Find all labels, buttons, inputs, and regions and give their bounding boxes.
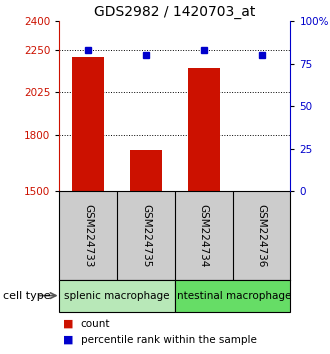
Title: GDS2982 / 1420703_at: GDS2982 / 1420703_at [94, 5, 256, 19]
Text: splenic macrophage: splenic macrophage [64, 291, 170, 301]
Text: GSM224733: GSM224733 [83, 204, 93, 267]
Bar [72, 57, 104, 191]
Text: GSM224736: GSM224736 [256, 204, 267, 267]
Bar [175, 280, 290, 312]
Text: intestinal macrophage: intestinal macrophage [174, 291, 291, 301]
Bar [130, 150, 162, 191]
Bar [188, 68, 220, 191]
Text: ■: ■ [63, 319, 73, 329]
Bar [59, 280, 175, 312]
Text: percentile rank within the sample: percentile rank within the sample [81, 335, 257, 345]
Text: ■: ■ [63, 335, 73, 345]
Text: cell type: cell type [3, 291, 51, 301]
Text: count: count [81, 319, 110, 329]
Text: GSM224734: GSM224734 [199, 204, 209, 267]
Text: GSM224735: GSM224735 [141, 204, 151, 267]
